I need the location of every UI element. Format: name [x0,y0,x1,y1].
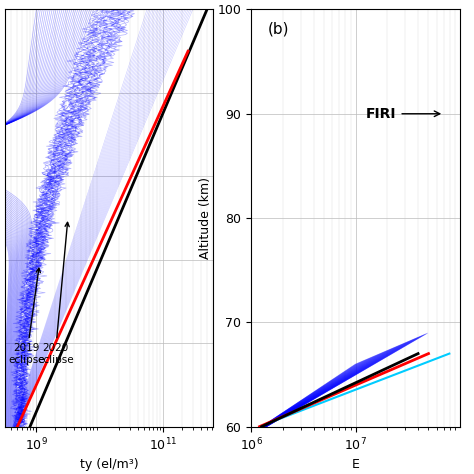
X-axis label: ty (el/m³): ty (el/m³) [80,458,138,472]
Text: 2019
eclipse: 2019 eclipse [9,268,45,365]
X-axis label: E: E [352,458,359,472]
Y-axis label: Altitude (km): Altitude (km) [199,177,212,259]
Text: (b): (b) [268,22,290,37]
Text: FIRI: FIRI [366,107,440,121]
Text: 2020
eclipse: 2020 eclipse [37,222,73,365]
